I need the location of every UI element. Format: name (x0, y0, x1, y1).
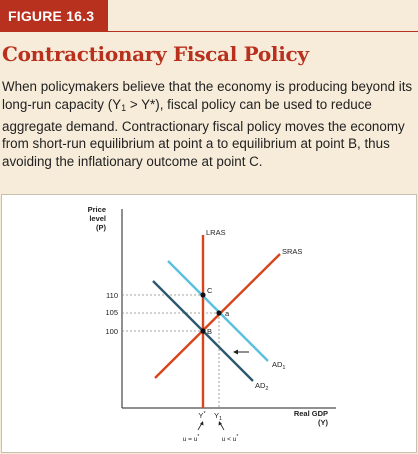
point-c-label: C (207, 286, 213, 295)
caption-text-1: When policymakers believe that the econo… (2, 79, 413, 112)
price-tick-105: 105 (105, 308, 118, 317)
x-tick-ystar: Y* (198, 411, 206, 420)
ad1-label: AD1 (272, 360, 285, 371)
x-axis-label-1: Real GDP (294, 409, 328, 418)
caption-subscript: 1 (121, 102, 127, 113)
point-a-marker (216, 310, 222, 316)
shift-arrow-icon (233, 349, 238, 355)
point-b-marker (200, 328, 206, 334)
x-tick-y1: Y1 (214, 411, 222, 422)
unemployment-natural-label: u = u* (183, 434, 200, 443)
sras-curve (154, 253, 281, 379)
price-tick-110: 110 (106, 291, 118, 300)
y-axis-label-1: Price (88, 205, 106, 214)
x-axis-label-2: (Y) (318, 418, 329, 427)
lras-label: LRAS (206, 228, 226, 237)
ystar-arrow-icon (200, 421, 204, 426)
caption-text-2: > Y*), fiscal policy can be used to redu… (2, 96, 405, 170)
point-c-marker (200, 292, 206, 298)
diagram-panel: Price level (P) 110 105 100 LRAS SRAS AD… (1, 194, 417, 453)
y-axis-label-3: (P) (96, 223, 107, 232)
y-axis-label-2: level (89, 214, 106, 223)
figure-tag: FIGURE 16.3 (0, 0, 108, 32)
fiscal-policy-diagram: Price level (P) 110 105 100 LRAS SRAS AD… (88, 205, 336, 443)
price-tick-100: 100 (105, 327, 118, 336)
unemployment-low-label: u < u* (222, 434, 239, 443)
header-rule (108, 31, 418, 32)
point-a-label: a (225, 309, 230, 318)
sras-label: SRAS (282, 247, 302, 256)
point-b-label: B (207, 327, 212, 336)
figure-title: Contractionary Fiscal Policy (2, 42, 309, 66)
ad2-label: AD2 (255, 381, 268, 392)
y1-arrow-icon (218, 421, 222, 426)
figure-caption: When policymakers believe that the econo… (2, 78, 416, 171)
